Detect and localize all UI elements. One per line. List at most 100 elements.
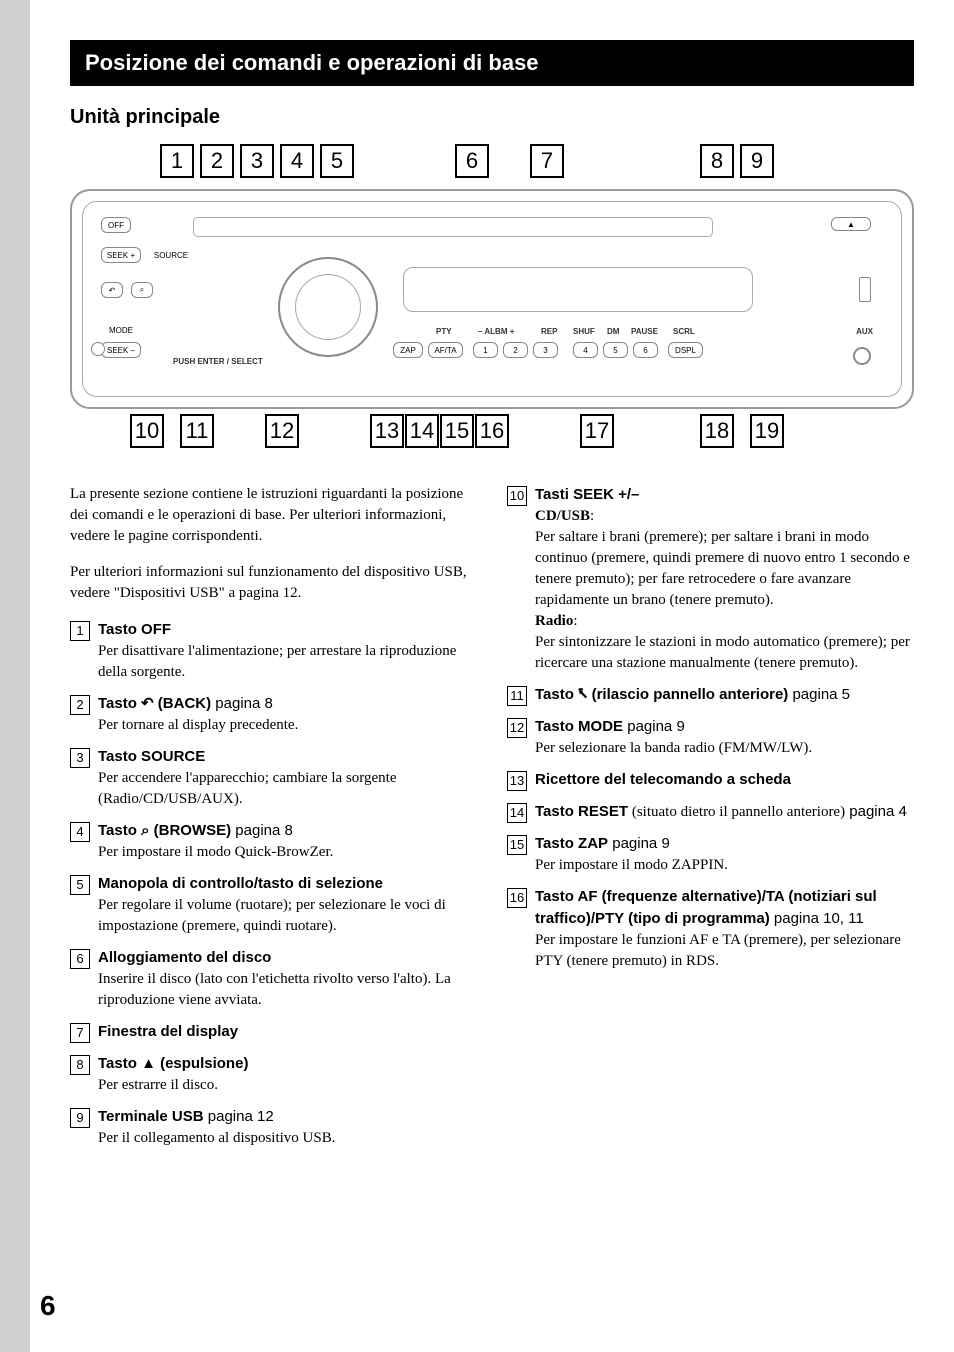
item-desc: Per impostare le funzioni AF e TA (preme… — [535, 930, 914, 972]
item-page-ref: pagina 10, 11 — [770, 910, 864, 927]
item-number: 13 — [507, 771, 527, 791]
item-number: 9 — [70, 1108, 90, 1128]
item-2: 2Tasto ↶ (BACK) pagina 8Per tornare al d… — [70, 693, 477, 736]
item-body: Tasto MODE pagina 9Per selezionare la ba… — [535, 716, 914, 759]
zap-button: ZAP — [393, 342, 423, 358]
item-desc-bold: Radio — [535, 613, 573, 629]
item-number: 8 — [70, 1055, 90, 1075]
item-title-line: Tasto MODE pagina 9 — [535, 716, 914, 738]
item-number: 14 — [507, 803, 527, 823]
item-1: 1 Tasto OFFPer disattivare l'alimentazion… — [70, 619, 477, 683]
afta-button: AF/TA — [428, 342, 463, 358]
item-title: Tasto MODE — [535, 718, 623, 735]
item-number: 1 — [70, 621, 90, 641]
callout-12: 12 — [265, 414, 299, 448]
browse-button: ⌕ — [131, 282, 153, 298]
item-title-line: Tasto ⌕ (BROWSE) pagina 8 — [98, 820, 477, 842]
item-number: 10 — [507, 486, 527, 506]
preset-6: 6 — [633, 342, 658, 358]
item-3: 3Tasto SOURCEPer accendere l'apparecchio… — [70, 746, 477, 810]
item-inline-desc: (situato dietro il pannello anteriore) — [628, 804, 845, 820]
item-title: Ricettore del telecomando a scheda — [535, 771, 791, 788]
dm-label: DM — [607, 327, 619, 336]
item-12: 12 Tasto MODE pagina 9Per selezionare la … — [507, 716, 914, 759]
seek-minus-button: SEEK – — [101, 342, 141, 358]
item-page-ref: pagina 9 — [623, 718, 685, 735]
item-title-line: Manopola di controllo/tasto di selezione — [98, 873, 477, 895]
display-window — [403, 267, 753, 312]
preset-2: 2 — [503, 342, 528, 358]
item-number: 7 — [70, 1023, 90, 1043]
source-label: SOURCE — [151, 249, 191, 261]
items-right-list: 10 Tasti SEEK +/–CD/USB:Per saltare i bra… — [507, 484, 914, 972]
item-6: 6Alloggiamento del discoInserire il disc… — [70, 947, 477, 1011]
pause-label: PAUSE — [631, 327, 658, 336]
item-title-line: Tasto OFF — [98, 619, 477, 641]
aux-label: AUX — [856, 327, 873, 336]
item-page-ref: pagina 5 — [788, 686, 850, 703]
item-9: 9 Terminale USB pagina 12Per il collegame… — [70, 1106, 477, 1149]
callout-row-bottom: 10111213141516171819 — [70, 414, 914, 454]
item-title-line: Tasto AF (frequenze alternative)/TA (not… — [535, 886, 914, 930]
item-4: 4Tasto ⌕ (BROWSE) pagina 8Per impostare … — [70, 820, 477, 863]
callout-1: 1 — [160, 144, 194, 178]
item-title: Alloggiamento del disco — [98, 949, 271, 966]
item-title-line: Tasto ▲ (espulsione) — [98, 1053, 477, 1075]
item-body: Terminale USB pagina 12Per il collegamen… — [98, 1106, 477, 1149]
item-number: 4 — [70, 822, 90, 842]
item-number: 11 — [507, 686, 527, 706]
item-11: 11 Tasto ⭶ (rilascio pannello anteriore) … — [507, 684, 914, 706]
item-desc: Per accendere l'apparecchio; cambiare la… — [98, 768, 477, 810]
item-number: 2 — [70, 695, 90, 715]
item-number: 5 — [70, 875, 90, 895]
callout-3: 3 — [240, 144, 274, 178]
item-body: Tasto AF (frequenze alternative)/TA (not… — [535, 886, 914, 972]
page-number: 6 — [40, 1290, 56, 1322]
preset-1: 1 — [473, 342, 498, 358]
item-5: 5 Manopola di controllo/tasto di selezion… — [70, 873, 477, 937]
item-body: Manopola di controllo/tasto di selezione… — [98, 873, 477, 937]
device-inner: OFF SEEK + SOURCE ↶ ⌕ MODE SEEK – PUSH E… — [82, 201, 902, 397]
item-body: Finestra del display — [98, 1021, 477, 1043]
item-number: 3 — [70, 748, 90, 768]
item-number: 16 — [507, 888, 527, 908]
left-column: La presente sezione contiene le istruzio… — [70, 484, 477, 1159]
item-title-line: Tasto ZAP pagina 9 — [535, 833, 914, 855]
off-button: OFF — [101, 217, 131, 233]
item-page-ref: pagina 8 — [211, 695, 273, 712]
item-number: 15 — [507, 835, 527, 855]
preset-4: 4 — [573, 342, 598, 358]
callout-13: 13 — [370, 414, 404, 448]
usb-port — [859, 277, 871, 302]
item-13: 13 Ricettore del telecomando a scheda — [507, 769, 914, 791]
item-body: Tasto ▲ (espulsione)Per estrarre il disc… — [98, 1053, 477, 1096]
aux-jack — [853, 347, 871, 365]
item-title: Tasto RESET — [535, 803, 628, 820]
preset-5: 5 — [603, 342, 628, 358]
item-desc: Per regolare il volume (ruotare); per se… — [98, 895, 477, 937]
callout-11: 11 — [180, 414, 214, 448]
item-desc: Per estrarre il disco. — [98, 1075, 477, 1096]
item-body: Tasto OFFPer disattivare l'alimentazione… — [98, 619, 477, 683]
callout-8: 8 — [700, 144, 734, 178]
item-title-line: Tasto ↶ (BACK) pagina 8 — [98, 693, 477, 715]
content-columns: La presente sezione contiene le istruzio… — [70, 484, 914, 1159]
item-desc-block: CD/USB:Per saltare i brani (premere); pe… — [535, 506, 914, 611]
intro-para-1: La presente sezione contiene le istruzio… — [70, 484, 477, 547]
rep-label: REP — [541, 327, 557, 336]
callout-17: 17 — [580, 414, 614, 448]
item-body: Tasti SEEK +/–CD/USB:Per saltare i brani… — [535, 484, 914, 674]
search-icon: ⌕ — [141, 822, 149, 839]
dspl-button: DSPL — [668, 342, 703, 358]
page: Posizione dei comandi e operazioni di ba… — [30, 0, 954, 1352]
item-body: Tasto ZAP pagina 9Per impostare il modo … — [535, 833, 914, 876]
eject-icon: ▲ — [141, 1055, 156, 1072]
item-desc-bold: CD/USB — [535, 508, 590, 524]
item-body: Tasto ⭶ (rilascio pannello anteriore) pa… — [535, 684, 914, 706]
item-desc-text: Per sintonizzare le stazioni in modo aut… — [535, 634, 910, 671]
callout-6: 6 — [455, 144, 489, 178]
item-number: 12 — [507, 718, 527, 738]
item-title: Tasto OFF — [98, 621, 171, 638]
item-title: Tasto ⭶ (rilascio pannello anteriore) — [535, 686, 788, 703]
item-title: Terminale USB — [98, 1108, 204, 1125]
